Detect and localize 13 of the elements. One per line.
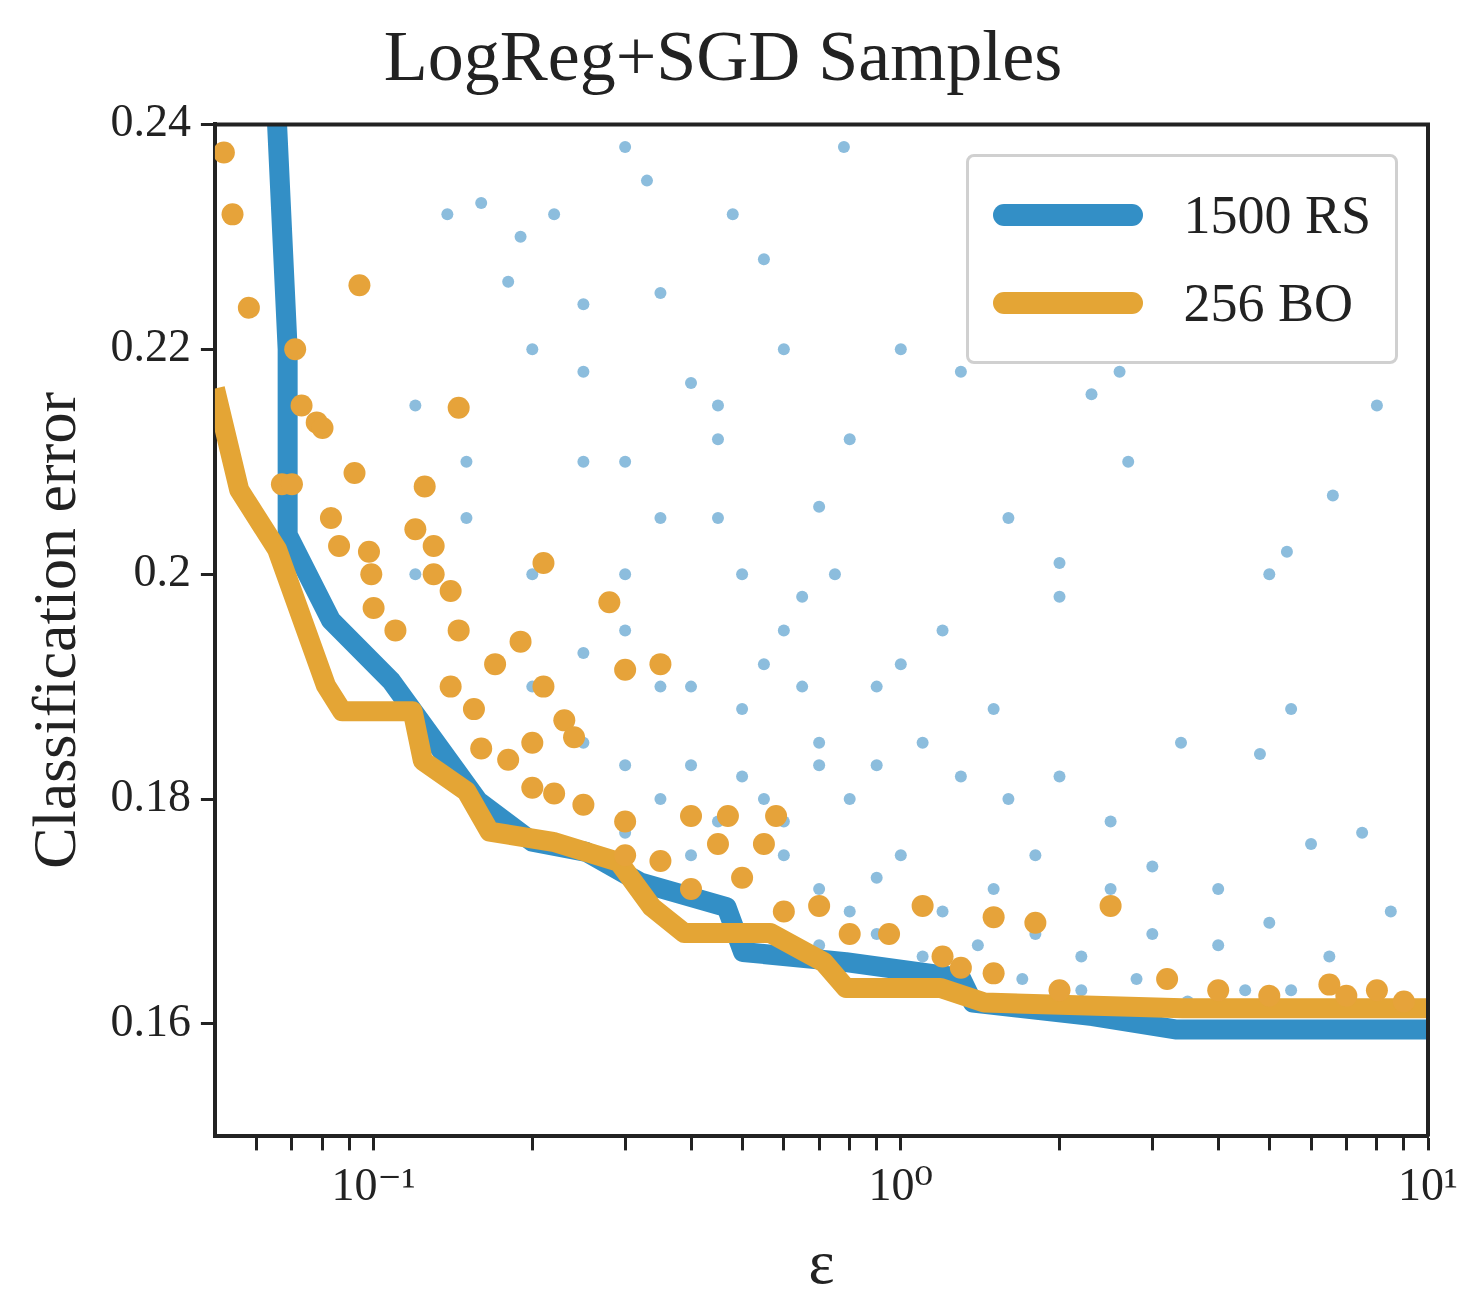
y-tick-label: 0.18 [110, 770, 191, 822]
y-tick-label: 0.22 [110, 320, 191, 372]
x-tick-label: 10¹ [1398, 1159, 1458, 1211]
x-axis-title: ε [808, 1228, 835, 1297]
chart-title: LogReg+SGD Samples [383, 16, 1063, 97]
legend-label: 1500 RS [1183, 184, 1371, 247]
legend-label: 256 BO [1183, 272, 1353, 335]
y-tick-label: 0.16 [110, 995, 191, 1047]
x-tick-label: 10⁻¹ [331, 1159, 416, 1211]
y-tick-label: 0.2 [133, 545, 191, 597]
y-axis-title: Classification error [20, 391, 89, 869]
y-tick-label: 0.24 [110, 95, 191, 147]
x-tick-label: 10⁰ [868, 1159, 934, 1211]
